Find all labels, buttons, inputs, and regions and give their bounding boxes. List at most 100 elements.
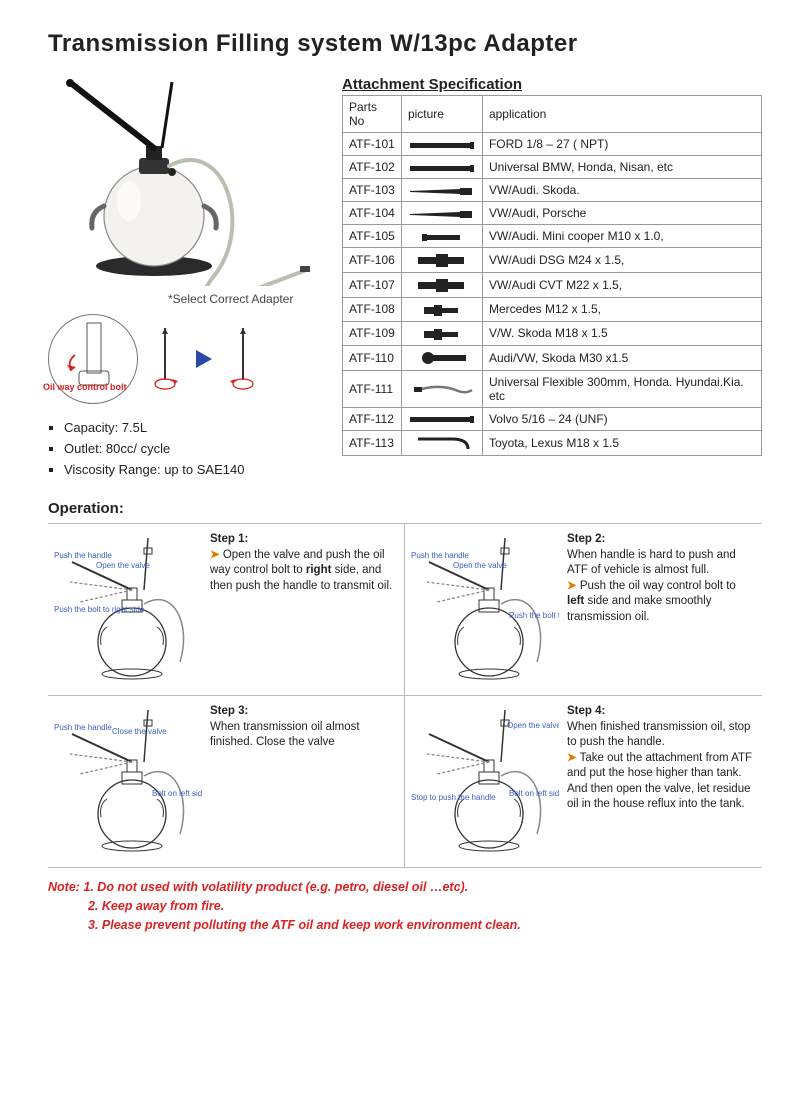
cell-picture <box>401 370 482 407</box>
cell-picture <box>401 345 482 370</box>
cell-partno: ATF-106 <box>343 248 402 273</box>
step-text: Step 1:➤ Open the valve and push the oil… <box>210 532 394 687</box>
cell-partno: ATF-104 <box>343 202 402 225</box>
cell-picture <box>401 156 482 179</box>
step-title: Step 3: <box>210 704 394 720</box>
step-title: Step 1: <box>210 532 394 548</box>
note-3: 3. Please prevent polluting the ATF oil … <box>48 916 762 935</box>
operation-title: Operation: <box>48 500 762 517</box>
cell-partno: ATF-102 <box>343 156 402 179</box>
steps-grid: Push the handleOpen the valvePush the bo… <box>48 523 762 868</box>
svg-text:Open the valve: Open the valve <box>453 561 507 570</box>
step-text: Step 4:When finished transmission oil, s… <box>567 704 752 859</box>
spec-table: Parts No picture application ATF-101 FORD… <box>342 95 762 456</box>
step-arrow-line: ➤ Push the oil way control bolt to left … <box>567 579 752 626</box>
table-row: ATF-110 Audi/VW, Skoda M30 x1.5 <box>343 345 762 370</box>
svg-text:Stop to push the handle: Stop to push the handle <box>411 793 496 802</box>
table-row: ATF-107VW/Audi CVT M22 x 1.5, <box>343 273 762 298</box>
spec-list: Capacity: 7.5L Outlet: 80cc/ cycle Visco… <box>48 418 328 480</box>
table-row: ATF-102Universal BMW, Honda, Nisan, etc <box>343 156 762 179</box>
step-title: Step 4: <box>567 704 752 720</box>
arrow-icon: ➤ <box>210 549 220 561</box>
table-row: ATF-105 VW/Audi. Mini cooper M10 x 1.0, <box>343 225 762 248</box>
step-4: Open the valve Stop to push the handle Bol… <box>405 696 762 868</box>
cell-partno: ATF-109 <box>343 321 402 345</box>
cell-picture <box>401 430 482 455</box>
cell-application: Audi/VW, Skoda M30 x1.5 <box>482 345 761 370</box>
cell-application: FORD 1/8 – 27 ( NPT) <box>482 133 761 156</box>
table-row: ATF-112 Volvo 5/16 – 24 (UNF) <box>343 407 762 430</box>
cell-picture <box>401 407 482 430</box>
note-2: 2. Keep away from fire. <box>48 897 762 916</box>
step-plain: When finished transmission oil, stop to … <box>567 720 752 751</box>
adapter-mini-diagram <box>152 324 256 394</box>
step-text: Step 2:When handle is hard to push and A… <box>567 532 752 687</box>
cell-application: Toyota, Lexus M18 x 1.5 <box>482 430 761 455</box>
cell-picture <box>401 202 482 225</box>
cell-partno: ATF-110 <box>343 345 402 370</box>
svg-text:Push the handle: Push the handle <box>54 551 112 560</box>
cell-partno: ATF-105 <box>343 225 402 248</box>
cell-application: VW/Audi. Mini cooper M10 x 1.0, <box>482 225 761 248</box>
cell-partno: ATF-108 <box>343 298 402 322</box>
cell-partno: ATF-101 <box>343 133 402 156</box>
svg-text:Open the valve: Open the valve <box>96 561 150 570</box>
table-row: ATF-113 Toyota, Lexus M18 x 1.5 <box>343 430 762 455</box>
cell-partno: ATF-111 <box>343 370 402 407</box>
step-diagram: Push the handleOpen the valve Push the bo… <box>409 532 559 687</box>
svg-text:Push the bolt to right side: Push the bolt to right side <box>54 605 145 614</box>
table-row: ATF-101 FORD 1/8 – 27 ( NPT) <box>343 133 762 156</box>
cell-picture <box>401 248 482 273</box>
th-parts-no: Parts No <box>343 96 402 133</box>
step-plain: When handle is hard to push and ATF of v… <box>567 548 752 579</box>
cell-application: VW/Audi, Porsche <box>482 202 761 225</box>
step-arrow-line: ➤ Take out the attachment from ATF and p… <box>567 751 752 813</box>
cell-picture <box>401 321 482 345</box>
step-diagram: Open the valve Stop to push the handle Bol… <box>409 704 559 859</box>
spec-table-title: Attachment Specification <box>342 76 762 93</box>
note-block: Note: 1. Do not used with volatility pro… <box>48 878 762 934</box>
svg-text:Open the valve: Open the valve <box>507 721 559 730</box>
step-text: Step 3:When transmission oil almost fini… <box>210 704 394 859</box>
cell-application: V/W. Skoda M18 x 1.5 <box>482 321 761 345</box>
cell-application: VW/Audi. Skoda. <box>482 179 761 202</box>
step-diagram: Push the handleOpen the valve Push the bo… <box>52 532 202 687</box>
cell-picture <box>401 225 482 248</box>
table-row: ATF-103 VW/Audi. Skoda. <box>343 179 762 202</box>
step-3: Push the handleClose the valveBolt on le… <box>48 696 405 868</box>
arrow-icon: ➤ <box>567 580 577 592</box>
page-title: Transmission Filling system W/13pc Adapt… <box>48 30 762 58</box>
oil-way-detail: Oil way control bolt <box>48 314 138 404</box>
select-adapter-caption: *Select Correct Adapter <box>168 292 328 306</box>
cell-picture <box>401 273 482 298</box>
oil-way-label: Oil way control bolt <box>43 383 127 393</box>
cell-picture <box>401 179 482 202</box>
th-application: application <box>482 96 761 133</box>
cell-application: VW/Audi DSG M24 x 1.5, <box>482 248 761 273</box>
svg-text:Push the bolt to left side: Push the bolt to left side <box>509 611 559 620</box>
cell-partno: ATF-112 <box>343 407 402 430</box>
step-arrow-line: ➤ Open the valve and push the oil way co… <box>210 548 394 595</box>
th-picture: picture <box>401 96 482 133</box>
step-diagram: Push the handleClose the valveBolt on le… <box>52 704 202 859</box>
cell-partno: ATF-107 <box>343 273 402 298</box>
step-plain: When transmission oil almost finished. C… <box>210 720 394 751</box>
cell-application: Universal Flexible 300mm, Honda. Hyundai… <box>482 370 761 407</box>
table-row: ATF-104 VW/Audi, Porsche <box>343 202 762 225</box>
cell-picture <box>401 133 482 156</box>
svg-text:Bolt on left side: Bolt on left side <box>509 789 559 798</box>
arrow-icon: ➤ <box>567 752 577 764</box>
step-1: Push the handleOpen the valve Push the bo… <box>48 524 405 696</box>
cell-partno: ATF-103 <box>343 179 402 202</box>
table-row: ATF-111 Universal Flexible 300mm, Honda. … <box>343 370 762 407</box>
svg-text:Bolt on left side: Bolt on left side <box>152 789 202 798</box>
spec-item: Capacity: 7.5L <box>64 418 328 439</box>
step-2: Push the handleOpen the valve Push the bo… <box>405 524 762 696</box>
step-title: Step 2: <box>567 532 752 548</box>
cell-partno: ATF-113 <box>343 430 402 455</box>
cell-application: Volvo 5/16 – 24 (UNF) <box>482 407 761 430</box>
svg-text:Push the handle: Push the handle <box>411 551 469 560</box>
table-row: ATF-106 VW/Audi DSG M24 x 1.5, <box>343 248 762 273</box>
spec-item: Viscosity Range: up to SAE140 <box>64 460 328 481</box>
table-row: ATF-109 V/W. Skoda M18 x 1.5 <box>343 321 762 345</box>
